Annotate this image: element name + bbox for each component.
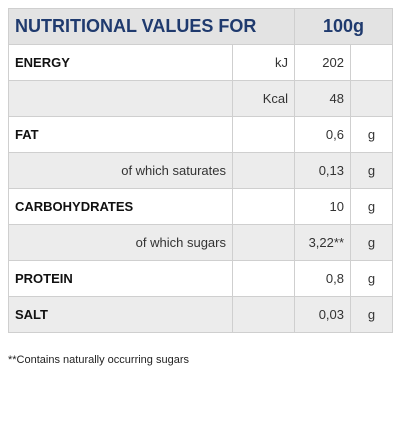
nutrient-label: ENERGY [8, 44, 233, 81]
nutrient-row: of which sugars 3,22** g [8, 224, 393, 261]
energy-unit [232, 224, 295, 261]
nutrient-label: FAT [8, 116, 233, 153]
nutrient-label: SALT [8, 296, 233, 333]
nutrient-row: ENERGY kJ 202 [8, 44, 393, 81]
nutrient-sublabel: of which sugars [8, 224, 233, 261]
energy-unit: kJ [232, 44, 295, 81]
value-unit: g [350, 224, 393, 261]
nutrient-label: CARBOHYDRATES [8, 188, 233, 225]
nutrient-label: PROTEIN [8, 260, 233, 297]
nutrient-value: 202 [294, 44, 351, 81]
table-body: NUTRITIONAL VALUES FOR 100g ENERGY kJ 202 K… [8, 8, 393, 333]
nutrient-row: CARBOHYDRATES 10 g [8, 188, 393, 225]
nutrient-row: PROTEIN 0,8 g [8, 260, 393, 297]
footnote: **Contains naturally occurring sugars [8, 354, 189, 366]
value-unit: g [350, 260, 393, 297]
nutrient-value: 0,6 [294, 116, 351, 153]
nutrient-value: 10 [294, 188, 351, 225]
value-unit: g [350, 296, 393, 333]
energy-unit [232, 188, 295, 225]
value-unit [350, 44, 393, 81]
energy-unit: Kcal [232, 80, 295, 117]
header-row: NUTRITIONAL VALUES FOR 100g [8, 8, 393, 45]
nutrition-table: NUTRITIONAL VALUES FOR 100g ENERGY kJ 202 K… [8, 8, 393, 333]
nutrient-value: 0,03 [294, 296, 351, 333]
energy-unit [232, 260, 295, 297]
energy-unit [232, 152, 295, 189]
nutrient-sublabel [8, 80, 233, 117]
nutrient-row: of which saturates 0,13 g [8, 152, 393, 189]
nutrient-row: Kcal 48 [8, 80, 393, 117]
header-title: NUTRITIONAL VALUES FOR [8, 8, 295, 45]
value-unit [350, 80, 393, 117]
nutrient-row: SALT 0,03 g [8, 296, 393, 333]
nutrient-value: 0,13 [294, 152, 351, 189]
energy-unit [232, 296, 295, 333]
energy-unit [232, 116, 295, 153]
value-unit: g [350, 116, 393, 153]
nutrient-row: FAT 0,6 g [8, 116, 393, 153]
value-unit: g [350, 152, 393, 189]
header-amount: 100g [294, 8, 393, 45]
value-unit: g [350, 188, 393, 225]
nutrient-value: 48 [294, 80, 351, 117]
nutrient-value: 0,8 [294, 260, 351, 297]
nutrient-sublabel: of which saturates [8, 152, 233, 189]
nutrient-value: 3,22** [294, 224, 351, 261]
